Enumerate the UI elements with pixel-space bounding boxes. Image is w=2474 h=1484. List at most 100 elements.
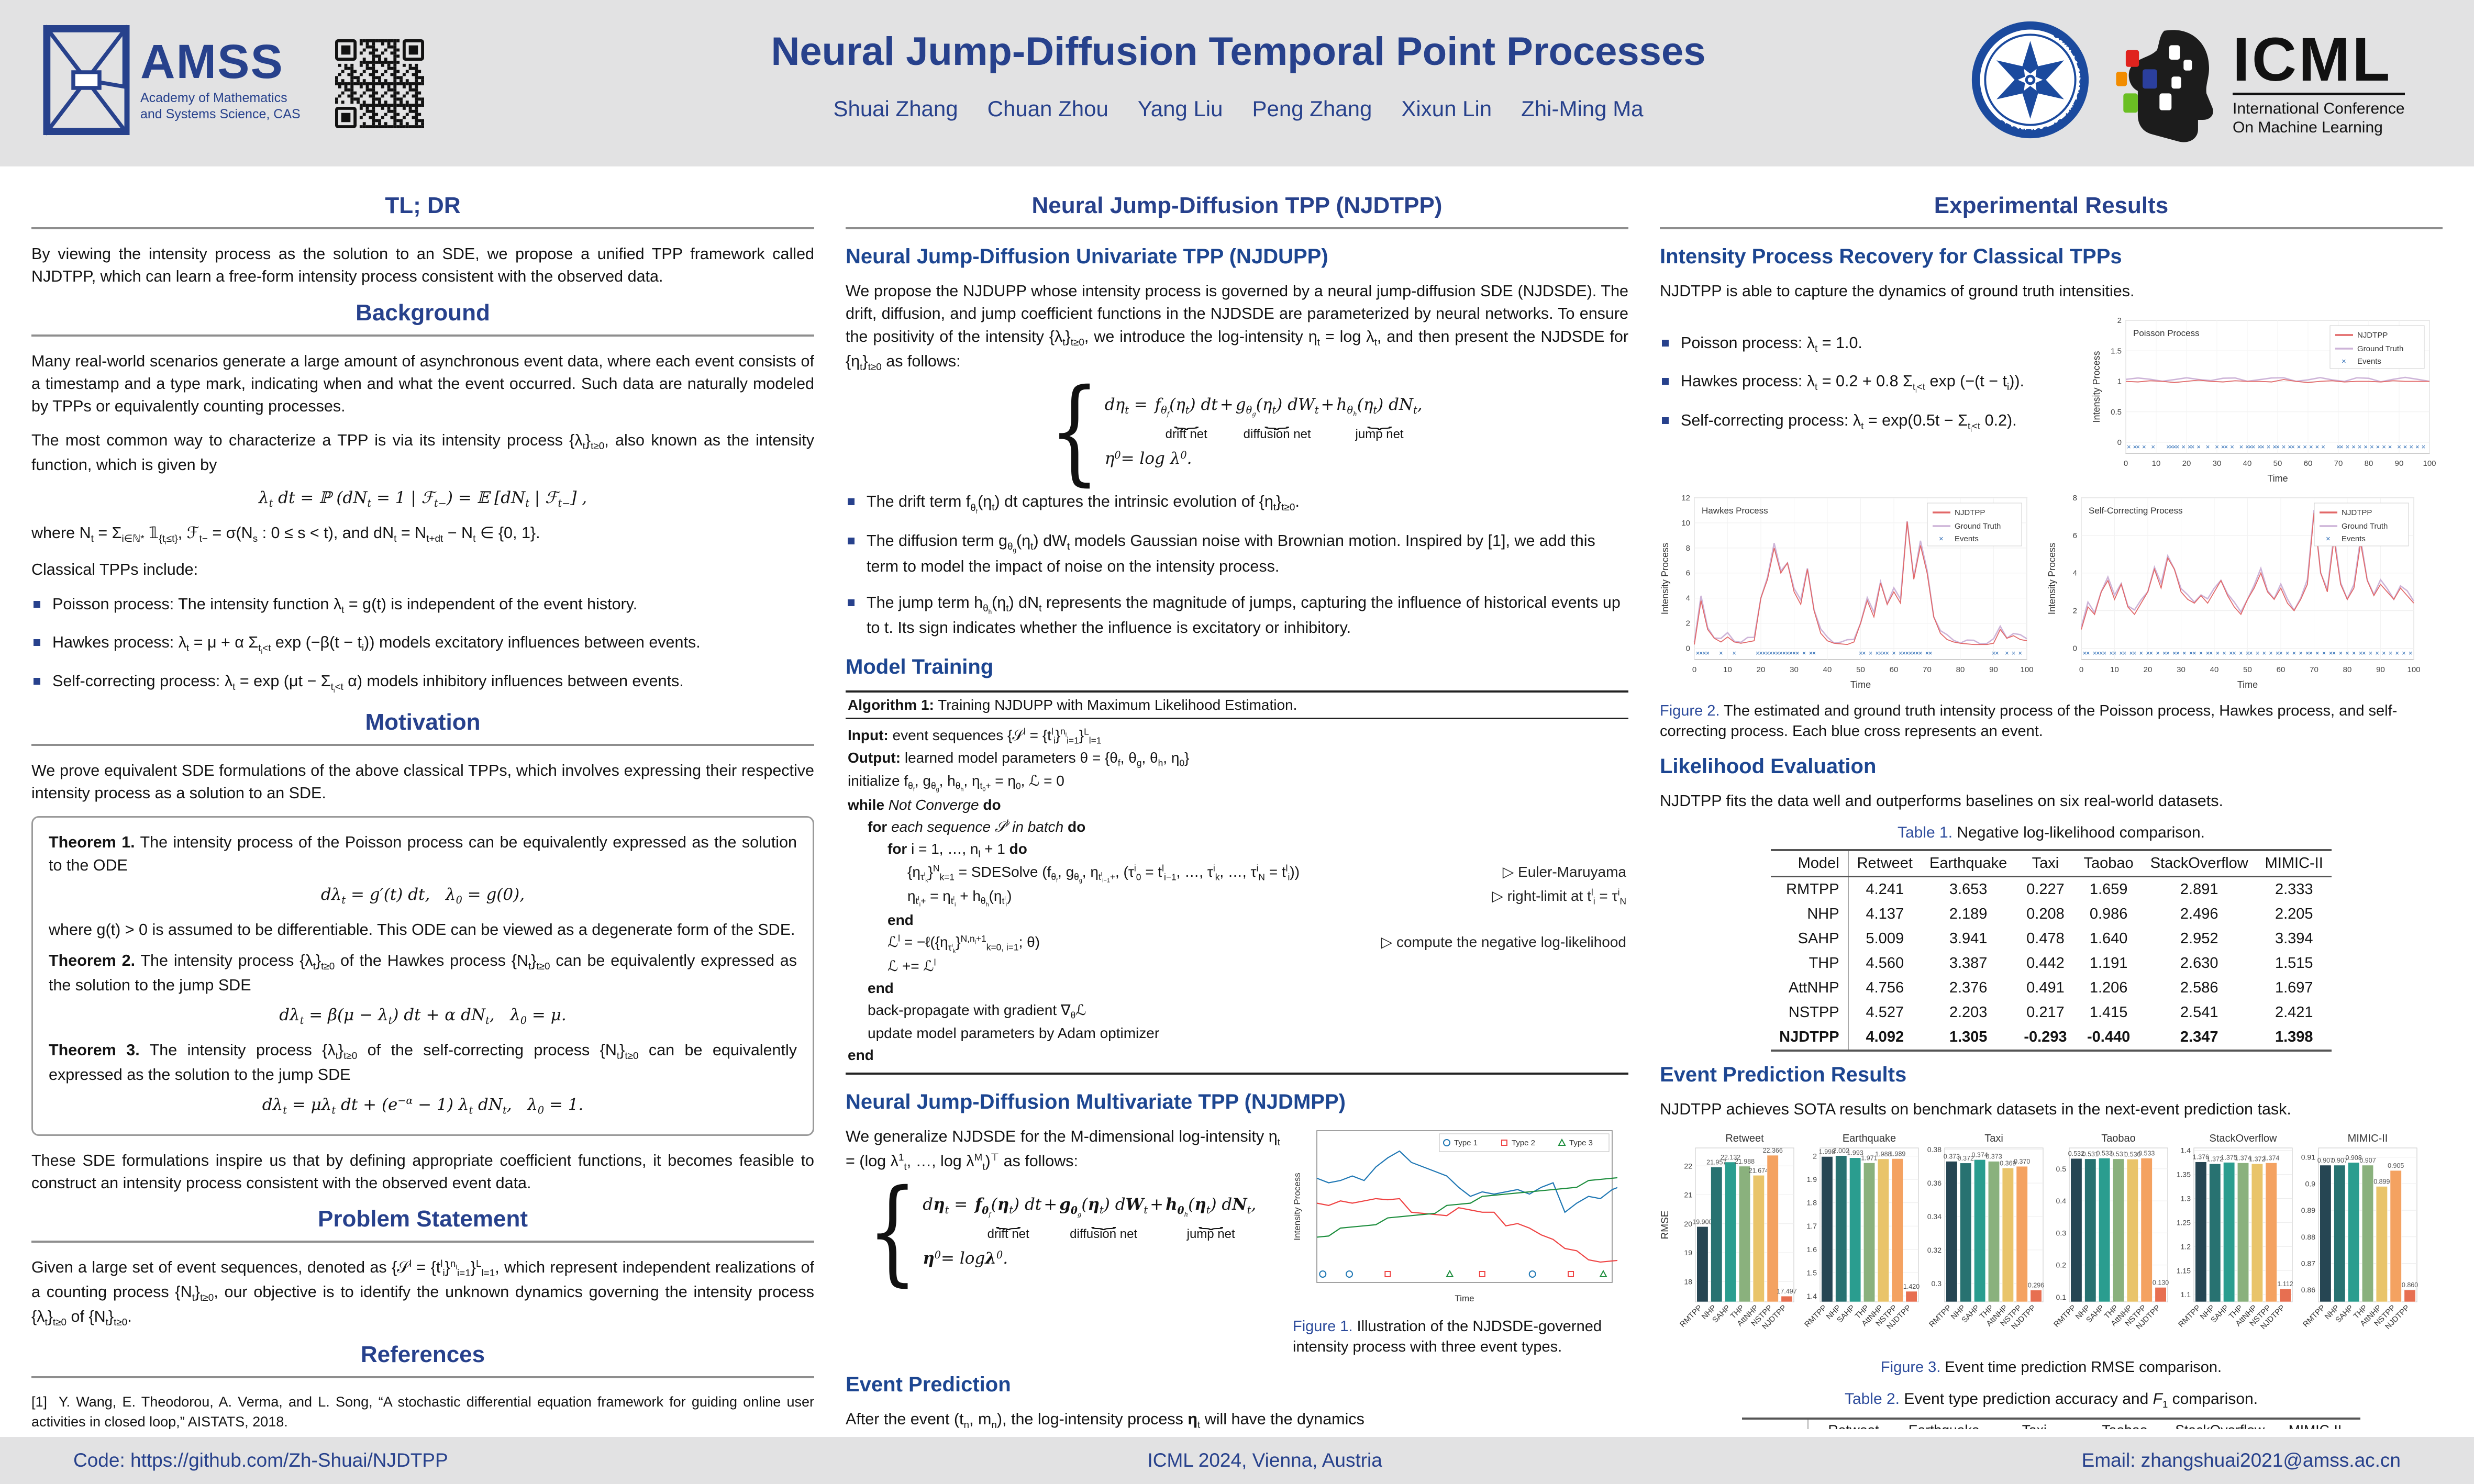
reference-1: [1] Y. Wang, E. Theodorou, A. Verma, and… [31,1393,814,1429]
algorithm-line: Input: event sequences {𝒮l = {tli}nli=1}… [848,726,1102,746]
bullet-item: Poisson process: λt = 1.0. [1660,332,2079,356]
svg-text:Time: Time [2237,679,2258,690]
svg-text:×: × [2299,649,2303,657]
algorithm-line: end [848,1046,874,1063]
svg-text:×: × [2196,443,2201,451]
problem-text: Given a large set of event sequences, de… [31,1258,814,1329]
svg-text:×: × [2369,649,2373,657]
svg-text:×: × [2336,443,2340,451]
table2: ModelRetweetEarthquakeTaxiTaobaoStackOve… [1660,1418,2443,1429]
table-row: NJDTPP 4.092 1.305 -0.293 -0.440 2.347 1.398 [1771,1024,2332,1051]
divider [31,743,814,746]
svg-text:20: 20 [2144,665,2153,674]
svg-text:×: × [2169,443,2173,451]
svg-text:×: × [2345,649,2349,657]
svg-text:1.2: 1.2 [2181,1243,2191,1251]
svg-text:Time: Time [2267,473,2288,484]
svg-text:40: 40 [2210,665,2219,674]
amss-subtitle: Academy of Mathematics and Systems Scienc… [140,90,301,121]
svg-text:×: × [2256,649,2260,657]
figure3-charts: 18 19 20 21 22 19.900 RMTPP 21.957 NHP 22.132 SAHP… [1660,1132,2443,1352]
svg-text:1.372: 1.372 [2207,1155,2223,1163]
svg-text:1.25: 1.25 [2177,1219,2191,1227]
qr-code [335,39,424,128]
section-title-njdtpp: Neural Jump-Diffusion TPP (NJDTPP) [1031,193,1443,218]
icml-head-icon [2116,30,2213,142]
svg-text:1.4: 1.4 [1807,1292,1817,1300]
svg-text:30: 30 [1790,665,1799,674]
svg-text:×: × [1915,649,1920,657]
svg-text:×: × [2199,649,2203,657]
table-header-cell: Retweet [1857,854,1913,872]
svg-text:×: × [2375,649,2379,657]
svg-text:×: × [2222,649,2226,657]
svg-text:×: × [2364,443,2368,451]
algorithm-line: ηtli+ = ηtli + hθh(ηtli) ▷ right-limit at… [907,887,1626,908]
svg-text:30: 30 [2213,459,2222,468]
svg-text:1.3: 1.3 [2181,1195,2191,1203]
svg-text:0.38: 0.38 [1927,1145,1942,1154]
svg-text:4: 4 [2073,569,2077,578]
svg-text:×: × [2166,443,2170,451]
svg-text:1.4: 1.4 [2181,1146,2191,1155]
svg-text:100: 100 [2407,665,2420,674]
svg-text:90: 90 [2376,665,2385,674]
svg-text:0.3: 0.3 [2056,1229,2067,1237]
figure1-caption: Figure 1. Illustration of the NJDSDE-gov… [1293,1318,1602,1356]
classical-tpp-list: Poisson process: The intensity function … [31,593,814,696]
subsection-recovery: Intensity Process Recovery for Classical… [1660,245,2122,268]
svg-text:10: 10 [2152,459,2161,468]
svg-text:×: × [2189,649,2193,657]
table1: Model Retweet Earthquake Taxi Taobao StackOve… [1660,849,2443,1052]
svg-text:0.374: 0.374 [1972,1152,1988,1159]
svg-text:×: × [2176,649,2180,657]
svg-text:19: 19 [1684,1248,1692,1257]
self-correcting-chart: 0 2 4 6 8 0 10 20 30 40 50 60 70 80 90 100 × × × × × × × × × × × × ×… [2047,492,2421,696]
svg-text:×: × [2146,649,2150,657]
svg-text:1.374: 1.374 [2235,1155,2251,1162]
svg-text:70: 70 [2310,665,2318,674]
svg-text:×: × [2172,443,2177,451]
author-name: Zhi-Ming Ma [1521,96,1644,121]
svg-text:Taxi: Taxi [1984,1133,2003,1144]
svg-text:×: × [2305,649,2310,657]
svg-text:0.89: 0.89 [2301,1206,2315,1214]
svg-text:50: 50 [1856,665,1865,674]
motivation-p1: We prove equivalent SDE formulations of … [31,761,814,802]
svg-text:100: 100 [2020,665,2033,674]
svg-text:0.532: 0.532 [2068,1150,2084,1157]
bar-panel-svg: 181920212219.900RMTPP21.957NHP22.132SAHP… [1660,1133,1797,1331]
author-name: Shuai Zhang [833,96,958,121]
svg-text:×: × [2209,649,2213,657]
svg-text:21.988: 21.988 [1735,1158,1755,1165]
svg-text:1.374: 1.374 [2263,1155,2279,1162]
njdmpp-text: We generalize NJDSDE for the M-dimension… [846,1127,1280,1173]
brace-glyph: { [867,1165,918,1298]
svg-text:NJDTPP: NJDTPP [2357,331,2388,340]
poster-title: Neural Jump-Diffusion Temporal Point Pro… [771,29,1706,74]
svg-text:0: 0 [2124,459,2128,468]
svg-text:Type 2: Type 2 [1512,1139,1535,1147]
svg-text:0.296: 0.296 [2028,1282,2044,1289]
svg-text:1.971: 1.971 [1861,1155,1877,1162]
background-p3: where Nt = Σi∈ℕ* 𝟙{ti≤t}, ℱt− = σ(Ns : 0… [31,523,540,546]
background-p4: Classical TPPs include: [31,561,198,579]
svg-text:0.907: 0.907 [2359,1157,2376,1164]
svg-text:×: × [1719,649,1723,657]
svg-text:×: × [2272,443,2277,451]
svg-text:×: × [2389,649,2393,657]
svg-text:1.5: 1.5 [1807,1268,1817,1277]
svg-text:×: × [2206,649,2210,657]
svg-text:0.373: 0.373 [1944,1153,1960,1161]
bullet-item: The jump term hθh(ηt) dNt represents the… [846,592,1628,640]
svg-text:×: × [2257,443,2261,451]
icml-tagline: International Conference On Machine Learn… [2233,99,2405,136]
dataset-header: Taobao [2079,1419,2170,1429]
nll-table: Model Retweet Earthquake Taxi Taobao StackOve… [1771,849,2332,1052]
svg-text:×: × [1809,649,1813,657]
svg-text:10: 10 [1681,519,1690,528]
svg-text:NJDTPP: NJDTPP [1955,508,1985,517]
svg-text:×: × [1875,649,1879,657]
svg-text:RMTPP: RMTPP [1927,1303,1953,1329]
svg-text:1.5: 1.5 [2111,347,2122,356]
